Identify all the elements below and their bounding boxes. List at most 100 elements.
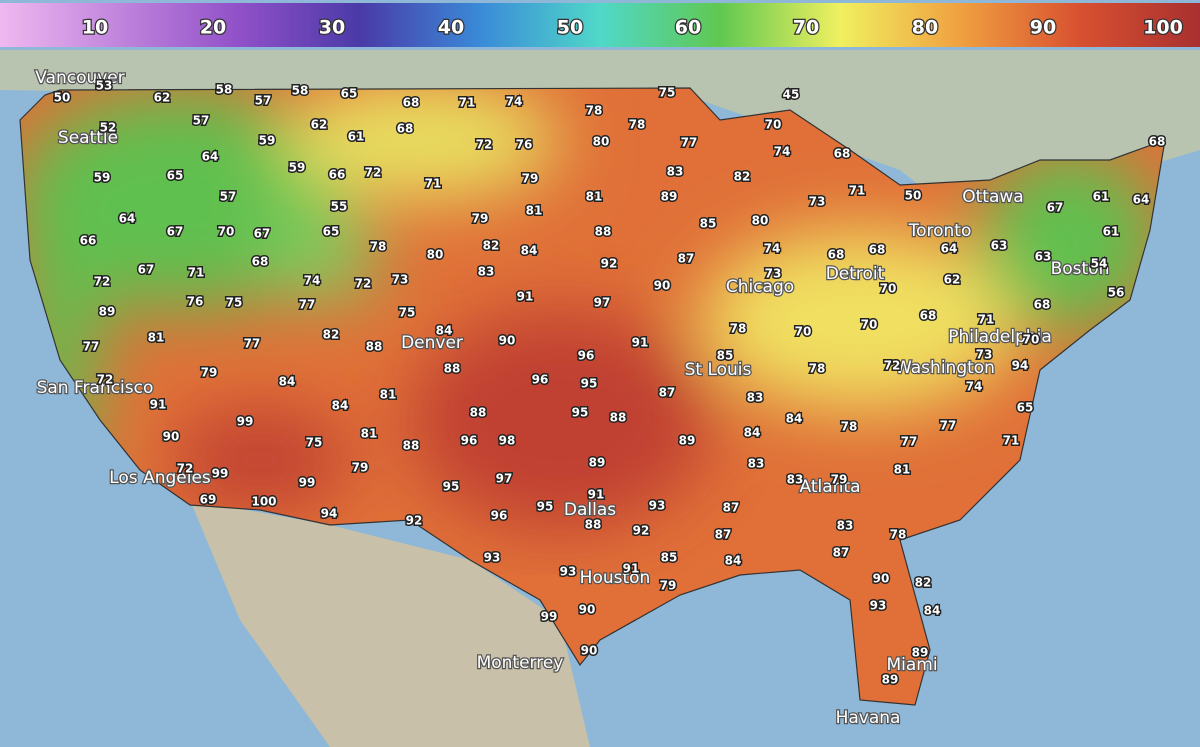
station-temp: 77 — [299, 298, 316, 312]
city-label: Miami — [886, 655, 937, 675]
station-temp: 74 — [764, 242, 781, 256]
city-label: Detroit — [826, 264, 885, 284]
station-temp: 83 — [478, 265, 495, 279]
canada — [0, 50, 1200, 250]
station-temp: 68 — [403, 96, 420, 110]
city-label: St Louis — [685, 360, 752, 380]
station-temp: 50 — [54, 91, 71, 105]
station-temp: 70 — [880, 282, 897, 296]
station-temp: 88 — [595, 225, 612, 239]
station-temp: 84 — [725, 554, 742, 568]
station-temp: 68 — [869, 243, 886, 257]
station-temp: 80 — [593, 135, 610, 149]
station-temp: 82 — [734, 170, 751, 184]
station-temp: 96 — [461, 434, 478, 448]
station-temp: 65 — [323, 225, 340, 239]
station-temp: 69 — [200, 493, 217, 507]
station-temp: 99 — [541, 610, 558, 624]
station-temp: 62 — [154, 91, 171, 105]
station-temp: 93 — [870, 599, 887, 613]
station-temp: 77 — [940, 419, 957, 433]
station-temp: 83 — [748, 457, 765, 471]
station-temp: 88 — [470, 406, 487, 420]
station-temp: 78 — [841, 420, 858, 434]
legend-tick: 20 — [200, 17, 226, 39]
station-temp: 92 — [633, 524, 650, 538]
station-temp: 90 — [579, 603, 596, 617]
station-temp: 88 — [403, 439, 420, 453]
station-temp: 100 — [251, 495, 276, 509]
station-temp: 81 — [894, 463, 911, 477]
station-temp: 78 — [586, 104, 603, 118]
station-temp: 94 — [1012, 359, 1029, 373]
station-temp: 79 — [201, 366, 218, 380]
station-temp: 79 — [522, 172, 539, 186]
station-temp: 71 — [978, 313, 995, 327]
station-temp: 74 — [506, 95, 523, 109]
station-temp: 73 — [392, 273, 409, 287]
station-temp: 71 — [188, 266, 205, 280]
station-temp: 79 — [472, 212, 489, 226]
station-temp: 83 — [667, 165, 684, 179]
station-temp: 85 — [717, 349, 734, 363]
city-label: Chicago — [726, 277, 794, 297]
station-temp: 65 — [1017, 401, 1034, 415]
station-temp: 45 — [783, 88, 800, 102]
station-temp: 68 — [1149, 135, 1166, 149]
city-label: Los Angeles — [109, 468, 211, 488]
station-temp: 78 — [370, 240, 387, 254]
station-temp: 66 — [80, 234, 97, 248]
station-temp: 55 — [331, 200, 348, 214]
station-temp: 90 — [163, 430, 180, 444]
city-label: Atlanta — [800, 477, 861, 497]
station-temp: 77 — [83, 340, 100, 354]
station-temp: 53 — [96, 79, 113, 93]
legend-tick: 50 — [557, 17, 583, 39]
station-temp: 59 — [94, 171, 111, 185]
station-temp: 90 — [499, 334, 516, 348]
city-label: Havana — [836, 708, 901, 728]
station-temp: 81 — [361, 427, 378, 441]
station-temp: 95 — [537, 500, 554, 514]
station-temp: 72 — [476, 138, 493, 152]
station-temp: 58 — [292, 84, 309, 98]
legend-tick: 40 — [438, 17, 464, 39]
station-temp: 91 — [150, 398, 167, 412]
station-temp: 91 — [517, 290, 534, 304]
station-temp: 67 — [1047, 201, 1064, 215]
station-temp: 62 — [311, 118, 328, 132]
legend-tick: 60 — [675, 17, 701, 39]
station-temp: 76 — [187, 295, 204, 309]
station-temp: 68 — [252, 255, 269, 269]
station-temp: 68 — [1034, 298, 1051, 312]
station-temp: 76 — [516, 138, 533, 152]
station-temp: 72 — [177, 462, 194, 476]
legend-tick: 70 — [793, 17, 819, 39]
station-temp: 77 — [244, 337, 261, 351]
station-temp: 92 — [601, 257, 618, 271]
station-temp: 90 — [581, 644, 598, 658]
station-temp: 68 — [828, 248, 845, 262]
station-temp: 52 — [100, 121, 117, 135]
station-temp: 70 — [1023, 333, 1040, 347]
station-temp: 87 — [723, 501, 740, 515]
station-temp: 89 — [679, 434, 696, 448]
station-temp: 72 — [97, 373, 114, 387]
station-temp: 61 — [1093, 190, 1110, 204]
station-temp: 78 — [730, 322, 747, 336]
station-temp: 88 — [444, 362, 461, 376]
city-label: Seattle — [58, 128, 118, 148]
station-temp: 61 — [348, 130, 365, 144]
station-temp: 75 — [306, 436, 323, 450]
station-temp: 70 — [765, 118, 782, 132]
station-temp: 91 — [623, 562, 640, 576]
station-temp: 82 — [323, 328, 340, 342]
station-temp: 87 — [659, 386, 676, 400]
station-temp: 96 — [491, 509, 508, 523]
station-temp: 87 — [678, 252, 695, 266]
station-temp: 97 — [496, 472, 513, 486]
station-temp: 94 — [321, 507, 338, 521]
city-label: San Francisco — [37, 378, 154, 398]
station-temp: 71 — [459, 96, 476, 110]
station-temp: 90 — [873, 572, 890, 586]
